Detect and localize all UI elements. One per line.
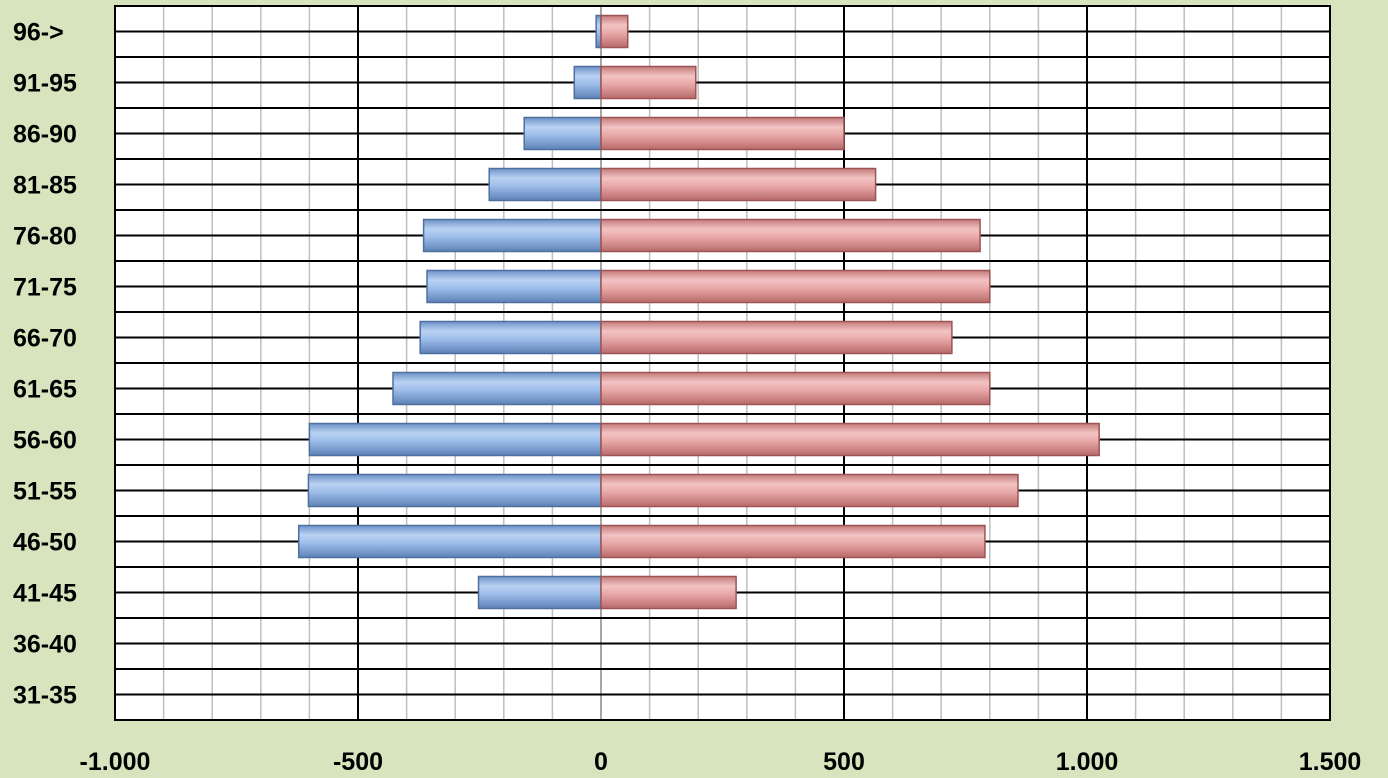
bar-41-45-series-1 [477, 575, 602, 610]
x-tick-label: 1.500 [1299, 748, 1362, 776]
bar-66-70-series-2 [600, 320, 953, 355]
bar-86-90-series-2 [600, 116, 845, 151]
y-tick-label: 91-95 [13, 70, 77, 98]
bar-86-90-series-1 [523, 116, 602, 151]
bar-56-60-series-1 [308, 422, 602, 457]
plot-area-border [114, 5, 1331, 721]
bar-71-75-series-2 [600, 269, 991, 304]
bar-61-65-series-2 [600, 371, 991, 406]
bar-51-55-series-2 [600, 473, 1019, 508]
y-tick-label: 86-90 [13, 121, 77, 149]
bar-76-80-series-2 [600, 218, 981, 253]
bar-61-65-series-1 [392, 371, 602, 406]
x-tick-label: -500 [333, 748, 383, 776]
bar-91-95-series-2 [600, 65, 697, 100]
bar-91-95-series-1 [573, 65, 602, 100]
y-tick-label: 31-35 [13, 682, 77, 710]
bar-51-55-series-1 [307, 473, 602, 508]
y-tick-label: 71-75 [13, 274, 77, 302]
bar-96->-series-2 [600, 14, 629, 49]
x-tick-label: -1.000 [80, 748, 151, 776]
bar-46-50-series-2 [600, 524, 986, 559]
x-tick-label: 1.000 [1056, 748, 1119, 776]
y-tick-label: 46-50 [13, 529, 77, 557]
y-tick-label: 41-45 [13, 580, 77, 608]
y-tick-label: 61-65 [13, 376, 77, 404]
y-tick-label: 76-80 [13, 223, 77, 251]
y-tick-label: 51-55 [13, 478, 77, 506]
bar-81-85-series-1 [488, 167, 602, 202]
bar-76-80-series-1 [422, 218, 602, 253]
x-tick-label: 0 [594, 748, 608, 776]
bar-66-70-series-1 [419, 320, 602, 355]
y-tick-label: 66-70 [13, 325, 77, 353]
bar-71-75-series-1 [426, 269, 602, 304]
y-tick-label: 56-60 [13, 427, 77, 455]
bar-46-50-series-1 [297, 524, 602, 559]
y-tick-label: 96-> [13, 19, 64, 47]
x-tick-label: 500 [823, 748, 865, 776]
y-tick-label: 36-40 [13, 631, 77, 659]
bar-41-45-series-2 [600, 575, 737, 610]
y-tick-label: 81-85 [13, 172, 77, 200]
bar-56-60-series-2 [600, 422, 1100, 457]
bar-81-85-series-2 [600, 167, 877, 202]
